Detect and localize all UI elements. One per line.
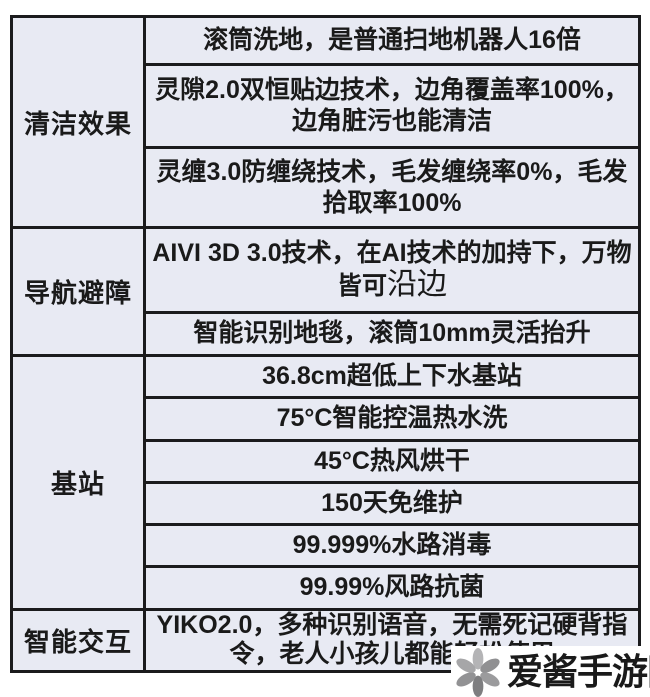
watermark-site-name: 爱酱手游网	[507, 651, 650, 692]
category-cell-cleaning: 清洁效果	[10, 14, 146, 230]
spec-value-cell: 36.8cm超低上下水基站	[143, 354, 641, 400]
spec-value-cell: 智能识别地毯，滚筒10mm灵活抬升	[143, 310, 641, 358]
spec-text: 智能识别地毯，滚筒10mm灵活抬升	[193, 319, 591, 348]
flower-icon	[456, 648, 500, 697]
category-label: 智能交互	[23, 626, 132, 657]
category-cell-basestation: 基站	[10, 354, 146, 611]
category-label: 清洁效果	[23, 108, 132, 139]
spec-text: 灵隙2.0双恒贴边技术，边角覆盖率100%，边角脏污也能清洁	[155, 76, 629, 136]
spec-value-cell: AIVI 3D 3.0技术，在AI技术的加持下，万物皆可沿边	[143, 226, 641, 314]
category-label: 基站	[50, 468, 105, 499]
spec-text: 滚筒洗地，是普通扫地机器人16倍	[203, 26, 581, 55]
spec-text: 36.8cm超低上下水基站	[262, 362, 522, 391]
spec-text: 99.99%风路抗菌	[299, 573, 485, 602]
spec-text: 75°C智能控温热水洗	[276, 404, 508, 433]
category-label: 导航避障	[23, 278, 132, 309]
category-cell-interaction: 智能交互	[10, 607, 146, 674]
spec-text: 灵缠3.0防缠绕技术，毛发缠绕率0%，毛发拾取率100%	[156, 157, 628, 217]
spec-value-cell: 45°C热风烘干	[143, 438, 641, 484]
spec-value-cell: 滚筒洗地，是普通扫地机器人16倍	[143, 14, 641, 67]
spec-text: 45°C热风烘干	[314, 446, 470, 475]
spec-text-regular-weight: 沿边	[387, 268, 447, 302]
spec-text: 99.999%水路消毒	[292, 531, 492, 560]
spec-text: AIVI 3D 3.0技术，在AI技术的加持下，万物皆可	[152, 239, 632, 301]
spec-value-cell: 99.999%水路消毒	[143, 523, 641, 569]
spec-table: 清洁效果 滚筒洗地，是普通扫地机器人16倍 灵隙2.0双恒贴边技术，边角覆盖率1…	[10, 14, 641, 674]
spec-text: 150天免维护	[321, 488, 463, 517]
spec-text: YIKO2.0，多种识别语音，无需死记硬背指令，老人小孩儿都能	[156, 611, 628, 669]
spec-value-cell: 灵缠3.0防缠绕技术，毛发缠绕率0%，毛发拾取率100%	[143, 145, 641, 230]
spec-value-cell: 150天免维护	[143, 480, 641, 527]
spec-value-cell: 灵隙2.0双恒贴边技术，边角覆盖率100%，边角脏污也能清洁	[143, 63, 641, 149]
spec-value-cell: 99.99%风路抗菌	[143, 565, 641, 611]
spec-value-cell: 75°C智能控温热水洗	[143, 396, 641, 442]
category-cell-navigation: 导航避障	[10, 226, 146, 358]
watermark: 爱酱手游网	[451, 646, 650, 697]
